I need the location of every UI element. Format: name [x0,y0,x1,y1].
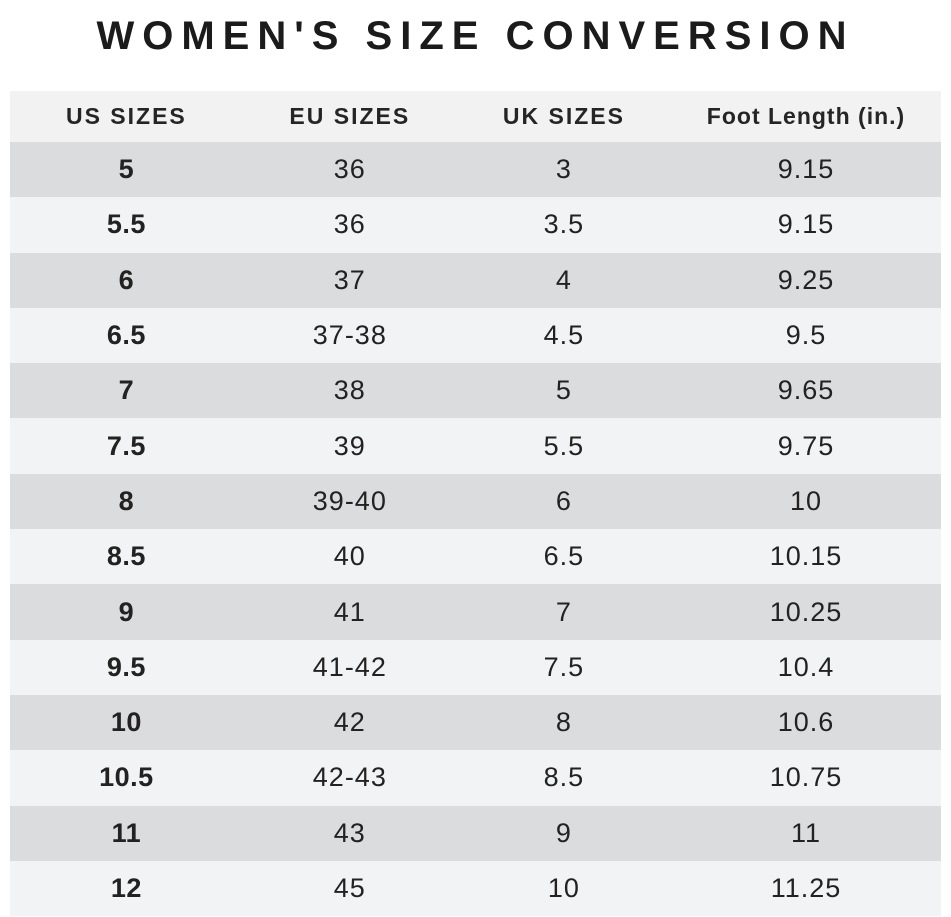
cell-us-size: 9 [118,596,135,627]
cell-uk-size: 6 [555,485,572,516]
column-header-foot-length: Foot Length (in.) [671,91,941,142]
cell-us-size: 5.5 [106,209,146,240]
table-row: 6.5 37-38 4.5 9.5 [10,307,941,364]
cell-foot-length: 10.4 [777,651,835,682]
column-header-us-sizes: US SIZES [10,91,243,142]
table-row: 9.5 41-42 7.5 10.4 [10,639,941,695]
cell-foot-length: 9.65 [777,375,835,406]
cell-uk-size: 8.5 [543,762,585,793]
cell-eu-size: 38 [333,375,366,406]
cell-uk-size: 4 [555,264,572,295]
table-row: 8 39-40 6 10 [10,473,941,530]
cell-us-size: 5 [118,154,135,185]
cell-foot-length: 9.25 [777,264,835,295]
column-header-uk-sizes: UK SIZES [456,91,671,142]
cell-uk-size: 8 [555,707,572,738]
cell-uk-size: 6.5 [543,541,585,572]
cell-us-size: 10.5 [99,762,154,793]
cell-foot-length: 10.6 [777,707,835,738]
table-header-row: US SIZES EU SIZES UK SIZES Foot Length (… [10,91,941,142]
cell-uk-size: 5 [555,375,572,406]
cell-foot-length: 10 [789,485,823,516]
cell-eu-size: 42 [333,707,366,738]
cell-us-size: 8.5 [106,541,146,572]
cell-uk-size: 4.5 [543,320,585,351]
cell-us-size: 6 [118,264,135,295]
cell-us-size: 8 [118,485,135,516]
cell-foot-length: 9.75 [777,430,835,461]
cell-uk-size: 5.5 [543,430,585,461]
table-row: 5.5 36 3.5 9.15 [10,197,941,253]
cell-foot-length: 10.75 [769,762,843,793]
cell-foot-length: 9.15 [777,209,835,240]
table-row: 11 43 9 11 [10,805,941,861]
cell-us-size: 7.5 [106,430,146,461]
table-row: 5 36 3 9.15 [10,142,941,198]
cell-foot-length: 10.25 [769,596,843,627]
cell-foot-length: 9.5 [785,320,827,351]
cell-eu-size: 45 [333,873,366,903]
table-row: 6 37 4 9.25 [10,252,941,308]
page-title: WOMEN'S SIZE CONVERSION [96,14,855,58]
table-row: 12 45 10 11.25 [10,860,941,917]
cell-eu-size: 39-40 [312,485,387,516]
cell-uk-size: 3.5 [543,209,585,240]
cell-eu-size: 43 [333,817,366,848]
cell-eu-size: 41-42 [312,651,387,682]
column-header-eu-sizes: EU SIZES [242,91,457,142]
cell-foot-length: 11.25 [770,873,842,903]
cell-eu-size: 42-43 [312,762,387,793]
table-row: 7.5 39 5.5 9.75 [10,418,941,474]
cell-us-size: 12 [110,873,142,903]
table-row: 9 41 7 10.25 [10,584,941,640]
cell-eu-size: 37-38 [312,320,387,351]
cell-uk-size: 9 [555,817,572,848]
cell-foot-length: 9.15 [777,154,835,185]
table-row: 10 42 8 10.6 [10,694,941,751]
cell-us-size: 7 [118,375,135,406]
cell-foot-length: 11 [790,817,822,848]
table-row: 10.5 42-43 8.5 10.75 [10,750,941,806]
table-row: 7 38 5 9.65 [10,363,941,419]
cell-eu-size: 40 [333,541,366,572]
cell-uk-size: 3 [555,154,572,185]
cell-uk-size: 10 [547,873,580,903]
cell-us-size: 10 [110,707,142,738]
cell-eu-size: 36 [333,154,366,185]
size-conversion-table: US SIZES EU SIZES UK SIZES Foot Length (… [10,91,941,917]
cell-eu-size: 37 [333,264,366,295]
cell-uk-size: 7.5 [543,651,585,682]
table-row: 8.5 40 6.5 10.15 [10,529,941,585]
cell-uk-size: 7 [555,596,572,627]
cell-eu-size: 36 [333,209,366,240]
cell-eu-size: 41 [333,596,366,627]
cell-us-size: 9.5 [106,651,146,682]
cell-us-size: 11 [111,817,142,848]
cell-us-size: 6.5 [106,320,146,351]
cell-eu-size: 39 [333,430,366,461]
cell-foot-length: 10.15 [769,541,843,572]
